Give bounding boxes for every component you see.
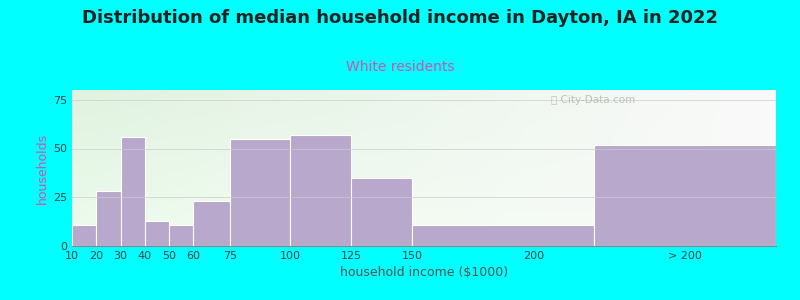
Bar: [290, 135, 351, 246]
X-axis label: household income ($1000): household income ($1000): [340, 266, 508, 279]
Bar: [145, 221, 169, 246]
Bar: [412, 238, 473, 246]
Y-axis label: households: households: [36, 132, 49, 204]
Bar: [169, 224, 194, 246]
Text: ⓘ City-Data.com: ⓘ City-Data.com: [550, 95, 635, 105]
Bar: [594, 145, 776, 246]
Bar: [351, 178, 412, 246]
Bar: [96, 191, 121, 246]
Bar: [194, 201, 230, 246]
Bar: [412, 224, 594, 246]
Bar: [230, 139, 290, 246]
Bar: [121, 137, 145, 246]
Bar: [72, 224, 96, 246]
Text: Distribution of median household income in Dayton, IA in 2022: Distribution of median household income …: [82, 9, 718, 27]
Text: White residents: White residents: [346, 60, 454, 74]
